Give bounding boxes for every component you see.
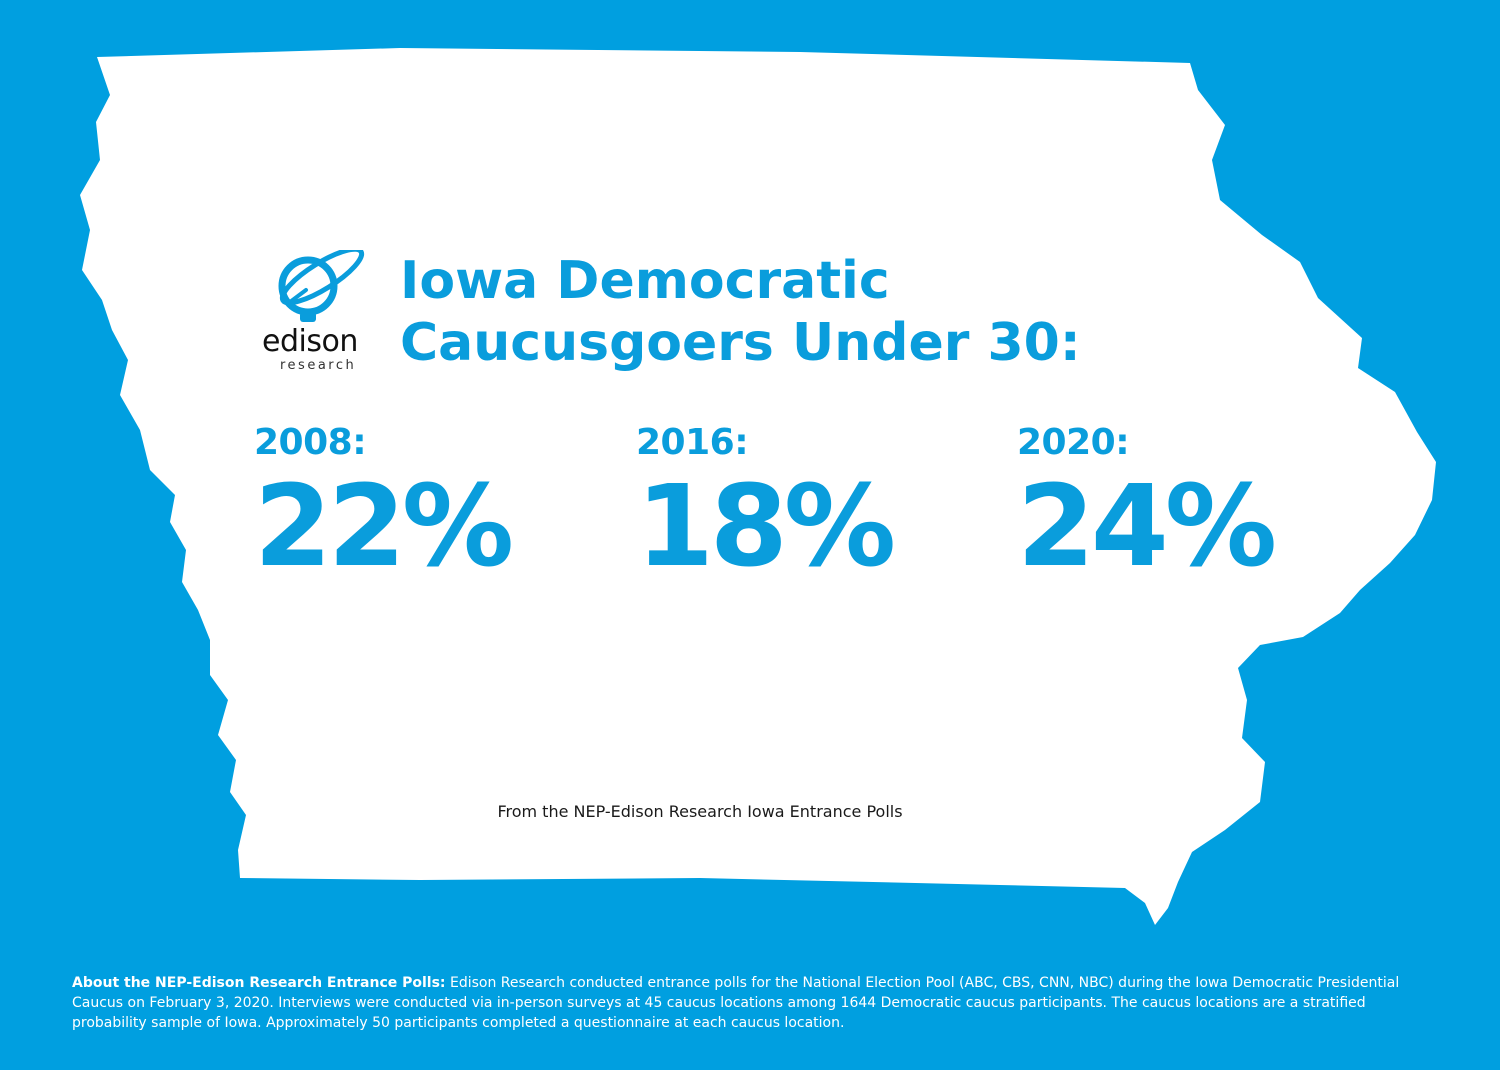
- stat-year-label: 2020:: [1017, 422, 1130, 463]
- stat-year-label: 2008:: [254, 422, 367, 463]
- stat-2008: 2008: 22%: [254, 418, 514, 592]
- stat-percentage: 22%: [254, 462, 514, 592]
- about-heading: About the NEP-Edison Research Entrance P…: [72, 975, 446, 991]
- stat-year-label: 2016:: [636, 422, 749, 463]
- edison-research-logo: edison research: [250, 250, 375, 375]
- stat-percentage: 18%: [636, 462, 896, 592]
- stat-2016: 2016: 18%: [636, 418, 896, 592]
- logo-subtext: research: [280, 358, 357, 373]
- edison-orbit-bulb-icon: [278, 250, 365, 322]
- about-body: Edison Research conducted entrance polls…: [72, 975, 1400, 1031]
- about-footnote: About the NEP-Edison Research Entrance P…: [72, 973, 1432, 1033]
- logo-wordmark: edison: [262, 324, 358, 359]
- title-line-1: Iowa Democratic: [400, 251, 890, 311]
- stat-2020: 2020: 24%: [1017, 418, 1277, 592]
- stat-percentage: 24%: [1017, 462, 1277, 592]
- title-line-2: Caucusgoers Under 30:: [400, 313, 1081, 373]
- source-note: From the NEP-Edison Research Iowa Entran…: [497, 802, 903, 821]
- page-title: Iowa Democratic Caucusgoers Under 30:: [400, 250, 1081, 374]
